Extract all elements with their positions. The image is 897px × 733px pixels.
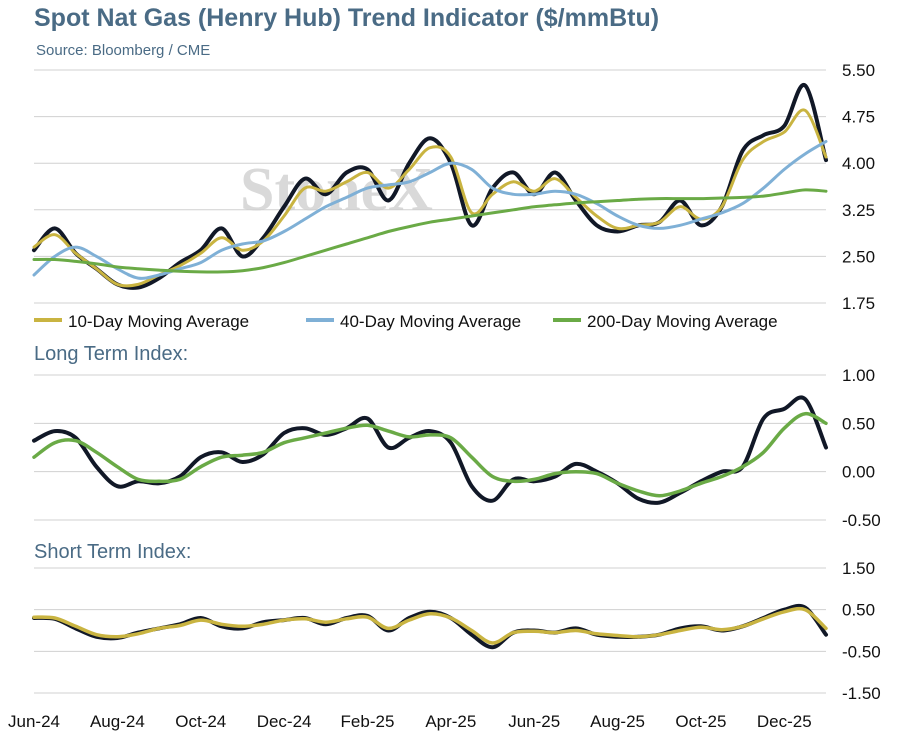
long-term-y-tick-label: 0.50 (842, 414, 875, 433)
long-term-y-tick-label: 1.00 (842, 366, 875, 385)
price-y-tick-label: 2.50 (842, 247, 875, 266)
x-tick-label: Oct-24 (175, 712, 226, 731)
long-term-series-line-1 (32, 411, 828, 498)
long-term-y-tick-label: 0.00 (842, 463, 875, 482)
x-tick-label: Jun-24 (8, 712, 60, 731)
price-y-tick-label: 5.50 (842, 61, 875, 80)
chart-title: Spot Nat Gas (Henry Hub) Trend Indicator… (34, 4, 660, 32)
legend-label: 200-Day Moving Average (587, 312, 778, 331)
x-tick-label: Dec-24 (257, 712, 312, 731)
short-term-y-tick-label: -0.50 (842, 642, 881, 661)
long-term-series-line-0 (32, 395, 828, 505)
x-tick-label: Jun-25 (508, 712, 560, 731)
price-series-line-2 (32, 140, 828, 280)
legend-label: 10-Day Moving Average (68, 312, 249, 331)
x-tick-label: Aug-24 (90, 712, 145, 731)
short-term-y-tick-label: -1.50 (842, 684, 881, 703)
price-y-tick-label: 1.75 (842, 294, 875, 313)
long-term-y-tick-label: -0.50 (842, 511, 881, 530)
short-term-panel-title: Short Term Index: (34, 541, 192, 563)
short-term-y-tick-label: 1.50 (842, 559, 875, 578)
legend-label: 40-Day Moving Average (340, 312, 521, 331)
x-tick-label: Dec-25 (757, 712, 812, 731)
price-y-tick-label: 4.00 (842, 154, 875, 173)
x-tick-label: Oct-25 (675, 712, 726, 731)
x-tick-label: Apr-25 (425, 712, 476, 731)
x-tick-label: Feb-25 (341, 712, 395, 731)
price-y-tick-label: 3.25 (842, 201, 875, 220)
price-y-tick-label: 4.75 (842, 108, 875, 127)
short-term-y-tick-label: 0.50 (842, 601, 875, 620)
x-tick-label: Aug-25 (590, 712, 645, 731)
price-series-line-3 (32, 188, 828, 274)
chart-subtitle: Source: Bloomberg / CME (36, 42, 211, 59)
stonex-watermark: StoneX (240, 156, 433, 224)
long-term-panel-title: Long Term Index: (34, 343, 189, 365)
short-term-series-line-1 (32, 606, 828, 645)
